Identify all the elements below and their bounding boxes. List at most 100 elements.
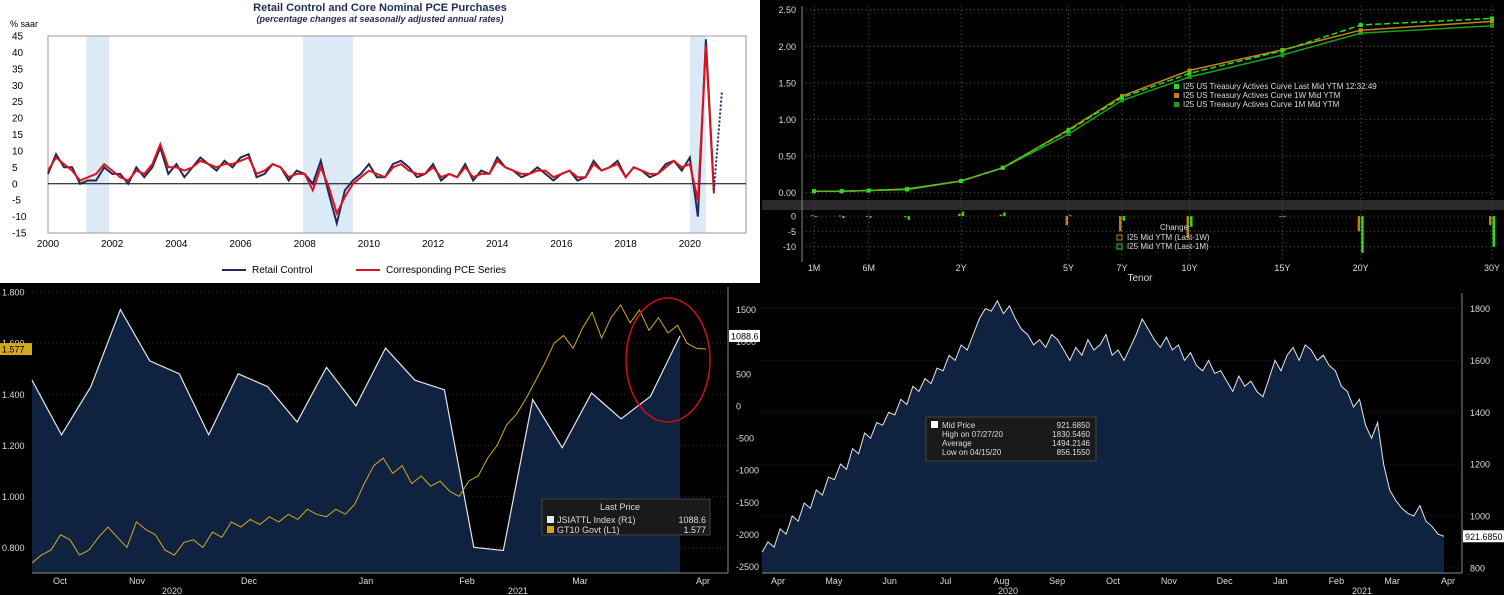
x-month-label: Jan [1273, 576, 1288, 586]
left-y-tick-label: 1.800 [2, 288, 25, 298]
change-bar [1489, 216, 1492, 226]
chart-subtitle: (percentage changes at seasonally adjust… [256, 14, 503, 24]
change-bar [1069, 215, 1072, 217]
y-tick-label: 1800 [1470, 304, 1490, 314]
x-month-label: Aug [993, 576, 1009, 586]
y-tick-label: -10 [783, 242, 796, 252]
right-y-tick-label: -1500 [736, 498, 759, 508]
right-y-tick-label: -2500 [736, 562, 759, 572]
change-bar [814, 216, 817, 218]
legend-swatch [1174, 102, 1179, 107]
y-tick-label: 30 [12, 81, 24, 92]
curve-point [905, 187, 910, 192]
jsiattl-area [32, 309, 680, 573]
right-y-tick-label: -1000 [736, 466, 759, 476]
retail-pce-chart: Retail Control and Core Nominal PCE Purc… [0, 0, 760, 283]
change-bar [865, 216, 869, 218]
y-tick-label: 15 [12, 130, 24, 141]
legend-swatch [1174, 84, 1179, 89]
curve-point [1000, 165, 1005, 170]
y-tick-label: 0.50 [778, 152, 796, 162]
x-month-label: Dec [1217, 576, 1234, 586]
x-month-label: Jun [882, 576, 897, 586]
change-bar [961, 211, 965, 217]
legend-label: Average [942, 439, 972, 448]
y-tick-label: 0 [791, 212, 796, 222]
legend-value: 1088.6 [678, 515, 706, 525]
x-tick-label: 20Y [1353, 263, 1369, 273]
y-tick-label: 2.50 [778, 5, 796, 15]
x-tick-label: 10Y [1182, 263, 1198, 273]
recession-band [86, 36, 109, 233]
last-price-tag [1463, 530, 1504, 543]
x-month-label: Mar [572, 576, 588, 586]
right-y-tick-label: 500 [736, 369, 751, 379]
x-tick-label: 2006 [229, 239, 252, 250]
y-tick-label: 25 [12, 97, 24, 108]
y-tick-label: 2.00 [778, 42, 796, 52]
change-bar [907, 216, 911, 220]
curve-point [1066, 128, 1071, 133]
change-legend-label: I25 Mid YTM (Last-1M) [1127, 242, 1209, 251]
legend-label-pce: Corresponding PCE Series [386, 265, 506, 276]
y-tick-label: 35 [12, 64, 24, 75]
change-bar [1357, 216, 1361, 232]
legend-label: High on 07/27/20 [942, 430, 1003, 439]
highlight-circle [625, 297, 711, 423]
y-tick-label: 1400 [1470, 408, 1490, 418]
jsiattl-line [31, 308, 681, 552]
change-legend-swatch [1116, 234, 1123, 241]
y-tick-label: 0 [12, 179, 18, 190]
x-tick-label: 5Y [1063, 263, 1074, 273]
last-price-value: 921.6850 [1465, 532, 1503, 542]
x-month-label: May [825, 576, 843, 586]
legend-label: Low on 04/15/20 [942, 448, 1002, 457]
right-y-tick-label: 1500 [736, 305, 756, 315]
y-tick-label: 5 [12, 163, 18, 174]
legend-label: I25 US Treasury Actives Curve 1W Mid YTM [1183, 91, 1341, 100]
plot-border [47, 35, 747, 234]
change-legend-swatch [1116, 243, 1123, 250]
left-y-tick-label: 1.200 [2, 441, 25, 451]
curve-point [812, 189, 816, 194]
curve-line-1 [814, 20, 1493, 192]
jsiattl-gt10-chart-svg: 1.8001.6001.4001.2001.0000.8001500100050… [0, 287, 760, 595]
last-left-value: 1.577 [2, 345, 25, 355]
left-y-tick-label: 0.800 [2, 543, 25, 553]
legend-swatch [547, 516, 554, 523]
last-left-tag [0, 343, 32, 356]
right-y-tick-label: 1000 [736, 337, 756, 347]
series-line-1 [47, 45, 715, 217]
curve-point [1280, 53, 1285, 58]
legend-label: I25 US Treasury Actives Curve 1M Mid YTM [1183, 100, 1340, 109]
curve-point [1120, 98, 1125, 103]
legend-label-retail: Retail Control [252, 265, 313, 276]
x-tick-label: 2014 [486, 239, 509, 250]
legend-label: I25 US Treasury Actives Curve Last Mid Y… [1183, 82, 1377, 91]
curve-point [1187, 71, 1192, 76]
x-tick-label: 7Y [1117, 263, 1128, 273]
y-tick-label: 1000 [1470, 511, 1490, 521]
legend-value: 856.1550 [1057, 448, 1091, 457]
change-bar [1492, 216, 1495, 247]
y-tick-label: 1.00 [778, 115, 796, 125]
curve-point [1187, 68, 1192, 73]
x-month-label: Apr [696, 576, 710, 586]
x-axis-label: Tenor [1127, 273, 1153, 283]
y-tick-label: 20 [12, 114, 24, 125]
legend-swatch [931, 421, 938, 428]
recession-band [303, 36, 353, 233]
change-bar [1122, 216, 1126, 221]
x-year-label: 2021 [508, 586, 528, 595]
jsiattl-gt10-chart: 1.8001.6001.4001.2001.0000.8001500100050… [0, 283, 760, 595]
change-bar [811, 215, 814, 217]
x-month-label: Jan [359, 576, 374, 586]
x-tick-label: 6M [862, 263, 875, 273]
x-month-label: Jul [940, 576, 952, 586]
change-bar [904, 216, 907, 218]
change-bar [869, 216, 872, 218]
x-tick-label: 30Y [1484, 263, 1500, 273]
x-tick-label: 2010 [358, 239, 381, 250]
x-month-label: Sep [1049, 576, 1065, 586]
legend-swatch [1174, 93, 1179, 98]
